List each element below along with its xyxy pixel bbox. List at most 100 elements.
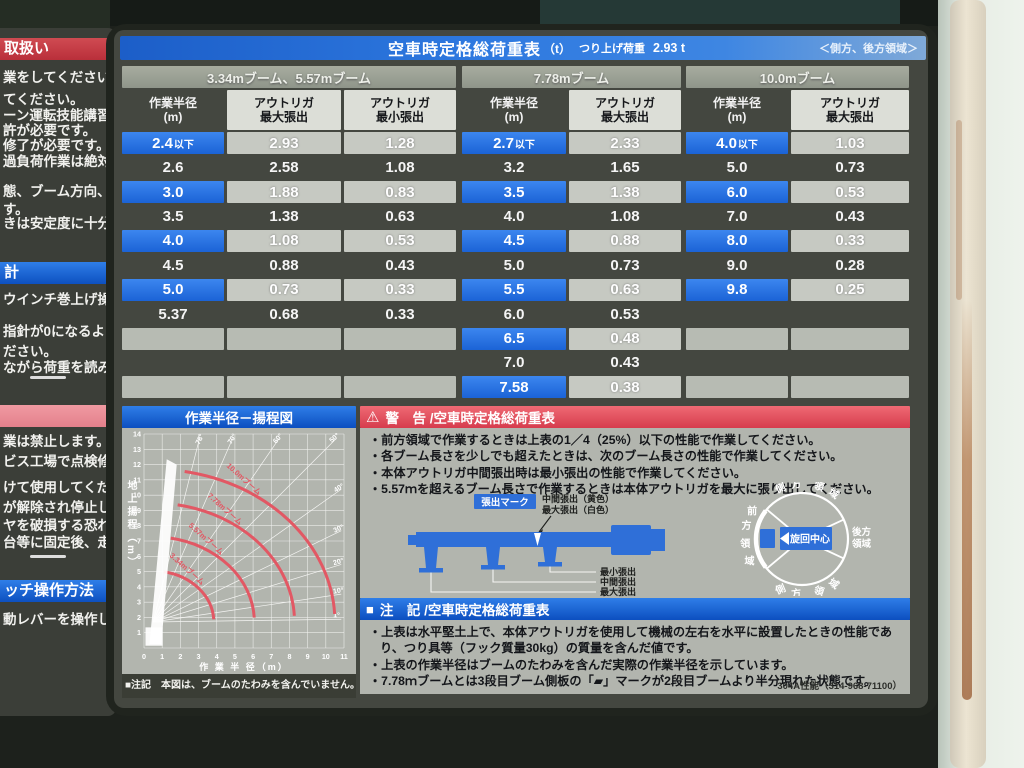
- chart-y-axis-label: 地上揚程（m）: [125, 480, 136, 570]
- chart-note: ■注記 本図は、ブームのたわみを含んでいません。: [122, 674, 360, 698]
- svg-text:2: 2: [178, 652, 182, 661]
- sidebar-line: 指針が0になるように: [3, 324, 116, 339]
- load-cell: [344, 327, 456, 350]
- column-header: アウトリガ 最大張出: [791, 90, 909, 130]
- region-label-char: 領: [811, 482, 826, 494]
- sidebar-line: きは安定度に十分注意: [3, 216, 116, 231]
- boom-length-label: 3.34mブーム: [168, 550, 207, 587]
- radius-cell: 4.0 以下: [686, 132, 788, 155]
- region-label-char: 領: [811, 583, 826, 596]
- left-instruction-placard: 取扱い業をしてください。てください。ーン運転技能講習修了、許が必要です。修了が必…: [0, 28, 116, 716]
- load-cell: 0.68: [269, 305, 299, 323]
- svg-text:10: 10: [133, 491, 141, 500]
- region-label-char: 側: [772, 482, 787, 496]
- svg-text:10: 10: [322, 652, 330, 661]
- sidebar-line: ウインチ巻上げ操作時: [3, 292, 116, 307]
- svg-text:11: 11: [133, 475, 141, 484]
- header-line: 最大張出: [825, 110, 874, 124]
- header-line: アウトリガ: [253, 95, 314, 110]
- radius-cell: 4.5: [162, 256, 184, 274]
- load-cell: 1.03: [791, 132, 909, 155]
- boom-group-header: 7.78mブーム: [462, 66, 681, 88]
- boom-angle-label: 1°: [333, 611, 340, 619]
- radius-cell: 4.0: [503, 208, 525, 226]
- header-line: 作業半径: [148, 95, 197, 110]
- load-cell: 0.83: [344, 181, 456, 204]
- sidebar-line: ヤを破損する恐れがある: [3, 518, 116, 533]
- header-line: (m): [504, 110, 524, 124]
- load-cell: 1.65: [610, 159, 640, 177]
- radius-cell: 2.4 以下: [122, 132, 224, 155]
- svg-text:3: 3: [137, 598, 141, 607]
- sidebar-section-header: 計: [0, 262, 116, 284]
- radius-qualifier: 以下: [173, 139, 194, 151]
- lift-capacity-value: 2.93 t: [653, 41, 685, 55]
- radius-cell: [122, 327, 224, 350]
- load-cell: [344, 352, 456, 374]
- sidebar-line: 動レバーを操作し、機械を: [3, 612, 116, 627]
- svg-text:3: 3: [197, 652, 201, 661]
- load-cell: 0.53: [791, 181, 909, 204]
- radius-cell: [122, 352, 224, 374]
- load-cell: [227, 376, 341, 399]
- extension-position-label: 最大張出: [600, 586, 636, 597]
- svg-text:6: 6: [137, 552, 141, 561]
- warning-bullets: ・前方領域で作業するときは上表の1／4（25%）以下の性能で作業してください。・…: [366, 432, 906, 498]
- model-code: 304A性能（314-968-71100）: [777, 681, 902, 692]
- region-note: ＜側方、後方領域＞: [819, 43, 918, 55]
- radius-cell: 7.0: [726, 208, 748, 226]
- radius-cell: 4.5: [462, 229, 566, 252]
- svg-text:9: 9: [306, 652, 310, 661]
- radius-cell: 5.0: [726, 159, 748, 177]
- note-bullet: ・7.78ｍブームとは3段目ブーム側板の「▰」マークが2段目ブームより半分現れた…: [369, 674, 877, 689]
- svg-text:0: 0: [142, 652, 146, 661]
- boom-silhouette: [149, 459, 177, 645]
- radius-cell: 2.7 以下: [462, 132, 566, 155]
- load-cell: 0.73: [835, 159, 865, 177]
- warning-body: ・前方領域で作業するときは上表の1／4（25%）以下の性能で作業してください。・…: [360, 428, 910, 598]
- warning-bullet: ・前方領域で作業するときは上表の1／4（25%）以下の性能で作業してください。: [369, 433, 821, 447]
- load-cell: 0.63: [385, 208, 415, 226]
- radius-height-chart-panel: 作業半径－揚程図 地上揚程（m） 0 1 2 3 4 5 6 7 8 9 10 11 1 2 3 4 5 6 7 8 9…: [122, 406, 360, 698]
- sidebar-line: 許が必要です。: [3, 123, 97, 138]
- placard-title-unit: （t）: [543, 41, 572, 56]
- load-cell: [791, 352, 909, 374]
- swing-center-region-diagram: 旋回中心側方領域側方領域前方領域後方領域: [739, 482, 871, 596]
- load-cell: 0.33: [385, 305, 415, 323]
- svg-text:4: 4: [137, 582, 141, 591]
- boom-angle-label: 30°: [332, 523, 345, 535]
- notes-header-text: 注 記 /空車時定格総荷重表: [379, 603, 550, 618]
- column-header: 作業半径 (m): [462, 90, 566, 130]
- column-header: 作業半径 (m): [122, 90, 224, 130]
- chart-panel-title: 作業半径－揚程図: [122, 406, 356, 428]
- boom-angle-label: 50°: [328, 431, 341, 444]
- radius-cell: 2.6: [162, 159, 184, 177]
- svg-text:9: 9: [137, 506, 141, 515]
- svg-text:1: 1: [160, 652, 164, 661]
- region-label-char: 方: [741, 519, 751, 532]
- load-cell: 0.43: [610, 354, 640, 372]
- radius-cell: 7.58: [462, 376, 566, 399]
- warning-notes-panel: ⚠ 警 告 /空車時定格総荷重表 ・前方領域で作業するときは上表の1／4（25%…: [360, 406, 910, 694]
- note-bullet: ・上表の作業半径はブームのたわみを含んだ実際の作業半径を示しています。: [369, 657, 794, 672]
- sidebar-line: す。: [3, 202, 29, 217]
- load-cell: 0.73: [610, 256, 640, 274]
- header-line: アウトリガ: [369, 95, 430, 110]
- warning-bullet: ・本体アウトリガ中間張出時は最小張出の性能で作業してください。: [369, 465, 747, 480]
- radius-cell: 5.37: [158, 305, 188, 323]
- table-section: 作業半径 (m) アウトリガ 最大張出 4.0 以下 1.03 5.0 0.73 6.0 0.53 7…: [686, 90, 909, 399]
- note-square-icon: ■: [366, 601, 374, 617]
- load-chart-placard: 空車時定格総荷重表 （t） つり上げ荷重 2.93 t ＜側方、後方領域＞ 3.…: [106, 24, 938, 716]
- radius-cell: [686, 352, 788, 374]
- table-section: 作業半径 (m) アウトリガ 最大張出 アウトリガ 最小張出 2.4 以下 2.93 1.28 2.…: [122, 90, 456, 399]
- column-header: アウトリガ 最大張出: [569, 90, 681, 130]
- boom-group-header: 3.34mブーム、5.57mブーム: [122, 66, 456, 88]
- sidebar-line: 修了が必要です。: [3, 138, 110, 153]
- chart-x-axis-label: 作 業 半 径（m）: [199, 661, 289, 672]
- load-cell: [227, 327, 341, 350]
- header-line: (m): [163, 110, 183, 124]
- sidebar-line: ながら荷重を読み取って: [3, 360, 116, 375]
- boom-group-header: 10.0mブーム: [686, 66, 909, 88]
- radius-qualifier: 以下: [514, 139, 535, 151]
